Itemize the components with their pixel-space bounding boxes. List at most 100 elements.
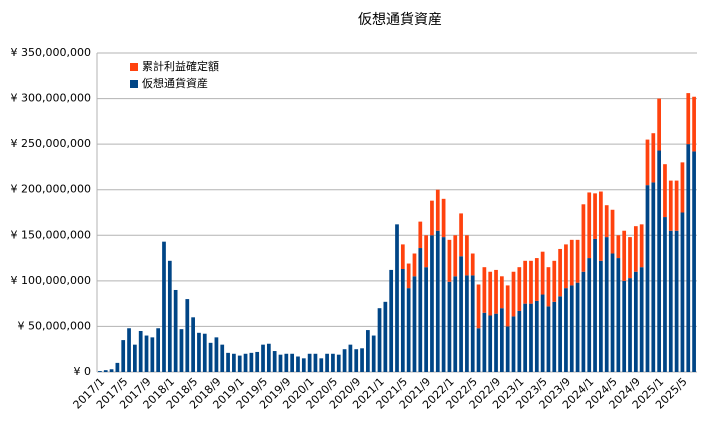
bar-segment [569, 285, 574, 372]
bar-segment [564, 288, 568, 372]
bar-segment [459, 213, 463, 257]
bar-segment [645, 139, 650, 186]
bar-segment [674, 230, 679, 372]
legend-label: 累計利益確定額 [142, 59, 219, 73]
bar-segment [529, 303, 533, 372]
y-tick-label: ¥ 150,000,000 [11, 228, 91, 241]
bar-segment [400, 269, 405, 372]
bar-segment [651, 133, 656, 183]
bar-segment [499, 308, 504, 372]
bar-segment [668, 230, 673, 372]
legend-swatch [130, 63, 138, 71]
bar-segment [435, 189, 440, 231]
bar-segment [179, 329, 184, 372]
bar-segment [278, 354, 283, 372]
bar-segment [261, 344, 265, 372]
bar-segment [98, 371, 102, 372]
bar-segment [540, 251, 545, 295]
bar-segment [534, 258, 539, 301]
bar-segment [406, 263, 411, 289]
bar-segment [616, 235, 621, 259]
bar-segment [301, 358, 306, 372]
bar-segment [325, 353, 329, 372]
bar-segment [686, 144, 691, 372]
bar-segment [610, 253, 615, 372]
bar-segment [692, 96, 696, 152]
bar-segment [657, 98, 661, 151]
bar-segment [377, 308, 382, 372]
bar-segment [482, 312, 487, 372]
bar-segment [103, 370, 108, 372]
bar-segment [628, 237, 632, 279]
bar-segment [692, 151, 696, 372]
bar-segment [167, 260, 172, 372]
bar-segment [599, 260, 603, 372]
bar-segment [348, 344, 353, 372]
bar-segment [115, 362, 120, 372]
bar-segment [558, 296, 562, 372]
bar-segment [470, 253, 475, 276]
y-tick-label: ¥ 250,000,000 [11, 137, 91, 150]
bar-segment [663, 164, 667, 218]
bar-segment [412, 276, 417, 372]
y-tick-label: ¥ 200,000,000 [11, 183, 91, 196]
bar-segment [552, 301, 557, 372]
bar-segment [109, 369, 114, 372]
bar-segment [133, 344, 137, 372]
bar-segment [360, 348, 364, 372]
bar-segment [447, 281, 452, 372]
bar-segment [686, 93, 691, 145]
bar-segment [645, 185, 650, 372]
bar-segment [517, 310, 522, 372]
bar-segment [453, 276, 458, 372]
bar-segment [523, 303, 528, 372]
bar-segment [319, 358, 324, 372]
bar-segment [639, 224, 644, 268]
bar-segment [593, 238, 597, 372]
bar-segment [680, 212, 685, 372]
bar-segment [663, 217, 667, 372]
bar-segment [575, 239, 580, 283]
bar-segment [342, 349, 347, 372]
bar-segment [389, 269, 394, 372]
bar-segment [202, 333, 207, 372]
bar-segment [476, 328, 481, 372]
bar-segment [529, 260, 533, 304]
bar-segment [249, 352, 254, 372]
bar-segment [121, 340, 126, 372]
bar-segment [296, 356, 300, 372]
y-tick-label: ¥ 0 [74, 365, 92, 378]
y-tick-label: ¥ 100,000,000 [11, 274, 91, 287]
bar-segment [173, 289, 178, 372]
bar-segment [255, 351, 260, 372]
bar-segment [552, 260, 557, 302]
bar-segment [633, 226, 638, 272]
bar-segment [226, 352, 230, 372]
bar-segment [633, 271, 638, 372]
bar-segment [162, 241, 166, 372]
bar-segment [593, 193, 597, 239]
bar-segment [546, 306, 551, 372]
bar-segment [668, 180, 673, 231]
bar-segment [494, 313, 498, 372]
bar-segment [424, 235, 428, 268]
bar-segment [534, 300, 539, 372]
bar-segment [651, 182, 656, 372]
bar-segment [272, 351, 277, 372]
bar-segment [622, 230, 627, 281]
bar-segment [371, 335, 376, 372]
bar-segment [465, 235, 469, 276]
bar-segment [511, 316, 516, 372]
bar-segment [435, 230, 440, 372]
y-tick-label: ¥ 50,000,000 [18, 319, 91, 332]
bar-segment [465, 275, 469, 372]
bar-segment [418, 248, 423, 372]
bar-segment [453, 235, 458, 277]
bar-segment [366, 330, 370, 372]
bar-segment [488, 271, 493, 316]
bar-segment [517, 267, 522, 311]
bar-segment [564, 244, 568, 289]
bar-segment [331, 353, 335, 372]
bar-segment [441, 198, 446, 238]
